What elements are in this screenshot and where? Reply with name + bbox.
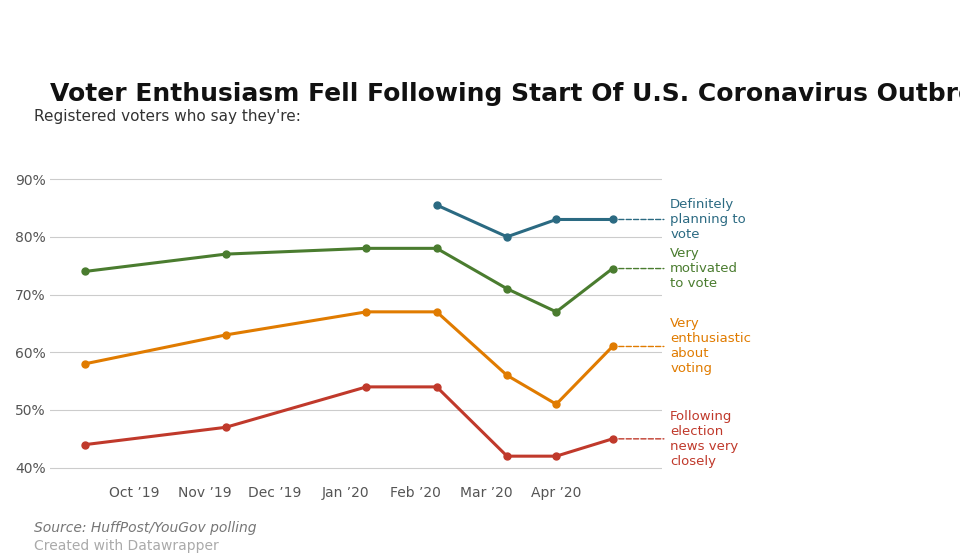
Text: Following
election
news very
closely: Following election news very closely: [670, 410, 738, 468]
Text: Registered voters who say they're:: Registered voters who say they're:: [34, 109, 300, 124]
Text: Definitely
planning to
vote: Definitely planning to vote: [670, 198, 746, 241]
Text: Created with Datawrapper: Created with Datawrapper: [34, 539, 218, 553]
Text: Source: HuffPost/YouGov polling: Source: HuffPost/YouGov polling: [34, 521, 256, 535]
Text: Very
motivated
to vote: Very motivated to vote: [670, 247, 738, 290]
Text: Voter Enthusiasm Fell Following Start Of U.S. Coronavirus Outbreak: Voter Enthusiasm Fell Following Start Of…: [50, 82, 960, 106]
Text: Very
enthusiastic
about
voting: Very enthusiastic about voting: [670, 318, 751, 376]
